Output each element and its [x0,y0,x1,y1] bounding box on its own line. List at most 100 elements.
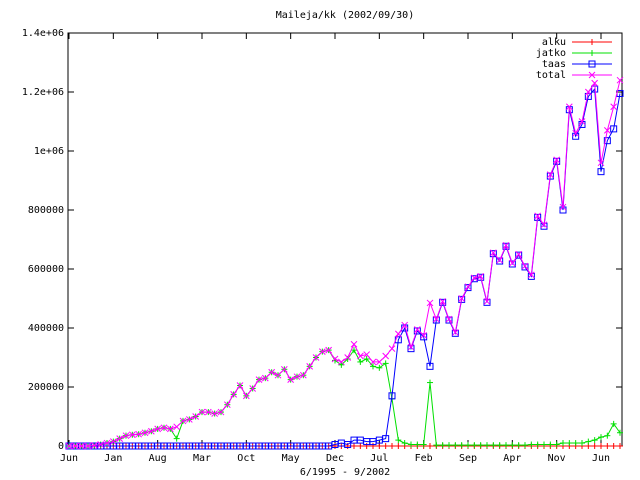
y-tick-label: 1e+06 [34,146,64,157]
point [572,129,580,137]
point-shape [515,250,523,258]
point-shape [166,425,174,433]
point [439,298,447,305]
point [528,441,535,448]
x-tick-label: Mar [193,453,211,464]
point-shape [198,408,206,416]
point-shape [71,442,79,450]
point-shape [565,103,573,111]
point [559,203,567,211]
point [357,443,364,449]
point [90,442,98,449]
point [527,271,535,279]
point [585,438,592,445]
point [578,118,586,125]
point-shape [65,442,73,450]
point-shape [280,365,288,373]
point [464,283,472,291]
point-shape [293,373,301,381]
point-shape [382,352,390,360]
point [484,442,490,449]
point-shape [508,260,516,268]
point-shape [597,159,605,167]
point-shape [534,212,542,220]
point [312,354,320,361]
point [610,420,617,427]
point [388,392,396,400]
point-shape [483,298,491,305]
y-tick-label: 400000 [28,323,64,334]
point [433,442,440,449]
point [496,256,504,264]
point-shape [78,442,86,450]
point [71,442,79,450]
point [432,316,440,324]
point-shape [344,354,352,361]
point-shape [217,408,225,416]
point [496,257,504,265]
point-shape [147,427,155,435]
point [363,351,371,358]
point [356,352,364,360]
point [211,410,219,417]
point [502,242,510,250]
point [490,442,497,449]
point [541,441,547,448]
point [553,157,561,165]
point-shape [420,332,428,339]
point [337,358,345,366]
point-shape [230,391,238,398]
point [521,262,529,270]
x-tick-label: Jul [370,453,388,464]
point [331,355,339,363]
x-tick-label: Jun [60,453,78,464]
point-shape [496,257,504,265]
point-shape [84,442,92,450]
point [147,427,155,435]
point [540,221,548,229]
point [420,441,427,448]
point [413,327,421,335]
x-tick-label: Jan [104,453,122,464]
point [565,103,573,111]
point-shape [103,439,111,447]
point [185,416,193,423]
point-shape [299,371,307,379]
point [344,441,352,449]
point-shape [578,118,586,125]
point-shape [287,376,295,383]
point-shape [603,137,611,145]
point [458,295,466,302]
point-shape [502,242,510,249]
point-shape [375,358,383,366]
point [382,443,389,449]
point [401,321,409,329]
point-shape [597,168,605,176]
x-tick-label: Oct [237,453,255,464]
point-shape [588,71,596,79]
point-shape [588,60,596,68]
point [598,434,604,441]
point-shape [173,423,181,431]
legend-label: taas [542,59,566,70]
point-shape [559,203,567,211]
point [103,439,111,447]
point [344,354,352,361]
point [389,443,395,449]
point [579,440,585,447]
point [483,298,491,305]
point [84,442,92,450]
point [427,379,433,386]
point [198,408,206,416]
point-shape [97,441,105,448]
point [255,376,263,383]
point-shape [521,263,529,271]
point [65,442,73,450]
x-tick-label: Nov [548,453,566,464]
point [363,355,370,362]
point [534,441,541,448]
point [414,441,421,448]
point-shape [249,385,257,392]
point [503,442,509,449]
point [445,315,453,323]
